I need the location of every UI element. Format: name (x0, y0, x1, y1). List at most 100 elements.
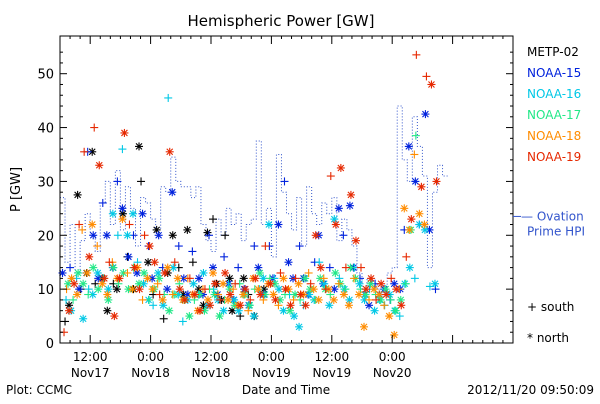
marker-stroke (154, 269, 162, 277)
noaa-16-north-point (325, 301, 334, 310)
y-tick-label: 20 (37, 229, 54, 244)
marker-stroke (103, 231, 111, 239)
noaa-19-north-point (236, 301, 245, 310)
noaa-19-north-point (190, 290, 199, 299)
noaa-16-north-point (420, 225, 429, 234)
noaa-19-north-point (286, 301, 295, 310)
noaa-19-south-point (306, 279, 315, 288)
marker-stroke (73, 291, 81, 298)
marker-stroke (312, 231, 320, 239)
marker-stroke (270, 291, 277, 298)
marker-stroke (119, 215, 126, 223)
noaa-15-north-point (118, 204, 127, 213)
marker-stroke (174, 274, 182, 282)
y-tick-label: 0 (46, 337, 54, 352)
marker-stroke (79, 315, 87, 323)
noaa-18-north-point (219, 279, 228, 288)
noaa-19-south-point (155, 290, 164, 299)
noaa-19-north-point (145, 242, 154, 251)
noaa-15-north-point (404, 142, 413, 151)
marker-stroke (104, 296, 112, 304)
noaa-19-south-point (326, 172, 335, 181)
noaa-16-north-point (355, 279, 364, 288)
legend-entry-noaa-16: NOAA-16 (527, 87, 581, 101)
noaa-17-north-point (94, 285, 103, 294)
noaa-15-south-point (220, 252, 229, 261)
marker-stroke (428, 81, 435, 88)
noaa-18-north-point (173, 274, 182, 283)
x-tick-time-label: 0:00 (137, 350, 164, 364)
noaa-16-north-point (88, 290, 97, 299)
marker-stroke (361, 296, 368, 304)
marker-stroke (119, 204, 126, 212)
noaa-15-south-point (250, 242, 259, 251)
noaa-18-north-point (400, 204, 409, 213)
noaa-15-north-point (274, 220, 283, 229)
noaa-19-north-point (251, 274, 260, 283)
marker-stroke (275, 221, 282, 228)
marker-stroke (331, 269, 339, 277)
marker-stroke (275, 285, 283, 293)
marker-stroke (230, 296, 238, 304)
marker-stroke (149, 285, 157, 293)
marker-stroke (74, 269, 82, 277)
noaa-18-north-point (103, 290, 112, 299)
noaa-16-north-point (264, 220, 273, 229)
marker-stroke (151, 258, 159, 266)
noaa-16-north-point (93, 268, 102, 277)
noaa-16-north-point (199, 268, 208, 277)
marker-stroke (236, 301, 244, 309)
marker-stroke (367, 280, 374, 288)
noaa-16-north-point (370, 306, 379, 315)
noaa-18-south-point (138, 295, 147, 304)
marker-stroke (301, 274, 309, 282)
marker-stroke (397, 301, 405, 309)
marker-stroke (340, 291, 348, 298)
noaa-17-north-point (109, 263, 118, 272)
plot-credit: Plot: CCMC (6, 383, 72, 397)
noaa-19-south-point (387, 274, 396, 283)
marker-stroke (355, 291, 363, 298)
noaa-16-north-point (295, 322, 304, 331)
noaa-18-north-point (390, 330, 399, 339)
noaa-16-south-point (149, 301, 158, 310)
marker-stroke (335, 204, 343, 212)
marker-stroke (195, 274, 203, 282)
noaa-17-north-point (79, 279, 88, 288)
noaa-18-south-point (334, 279, 343, 288)
marker-stroke (280, 274, 287, 282)
marker-stroke (169, 231, 177, 239)
marker-stroke (159, 301, 167, 309)
noaa-18-north-point (385, 312, 394, 321)
noaa-16-north-point (123, 231, 132, 240)
noaa-15-south-point (98, 198, 107, 207)
marker-stroke (164, 264, 172, 271)
noaa-15-south-point (66, 263, 75, 272)
marker-stroke (109, 264, 117, 271)
marker-stroke (260, 285, 268, 293)
marker-stroke (397, 296, 405, 304)
legend-north-marker: * north (527, 331, 569, 345)
noaa-19-south-point (261, 242, 270, 251)
noaa-17-north-point (74, 268, 83, 277)
noaa-16-north-point (128, 209, 137, 218)
marker-stroke (89, 231, 97, 239)
noaa-17-north-point (185, 312, 194, 321)
marker-stroke (129, 285, 136, 293)
noaa-17-north-point (215, 312, 224, 321)
noaa-19-south-point (75, 220, 84, 229)
noaa-15-north-point (89, 231, 98, 240)
y-tick-label: 30 (37, 175, 54, 190)
marker-stroke (184, 291, 192, 298)
marker-stroke (133, 269, 141, 277)
noaa-19-north-point (367, 274, 376, 283)
metp-02-north-point (225, 274, 234, 283)
noaa-19-south-point (125, 220, 134, 229)
marker-stroke (146, 242, 153, 250)
x-tick-time-label: 12:00 (315, 350, 350, 364)
metp-02-north-point (183, 225, 192, 234)
noaa-15-north-point (284, 258, 293, 267)
noaa-19-north-point (100, 274, 109, 283)
noaa-19-north-point (65, 306, 74, 315)
